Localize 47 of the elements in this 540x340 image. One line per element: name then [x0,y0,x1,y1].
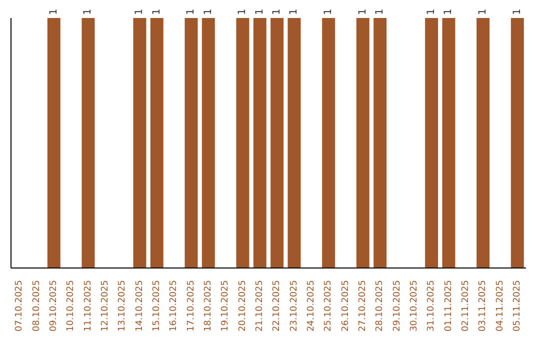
data-label: 1 [48,8,60,15]
x-tick-label: 01.11.2025 [444,280,454,332]
data-label: 1 [374,8,386,15]
x-tick-label: 09.10.2025 [48,280,59,332]
x-tick-label: 17.10.2025 [186,280,196,332]
x-tick-label: 19.10.2025 [220,280,231,332]
data-label: 1 [272,8,283,15]
data-label: 1 [82,8,94,15]
x-tick-label: 20.10.2025 [238,280,248,332]
x-tick-label: 22.10.2025 [272,280,282,332]
x-tick-label: 12.10.2025 [100,280,110,332]
x-tick-label: 26.10.2025 [340,280,351,332]
x-tick-label: 03.11.2025 [478,280,488,332]
data-label: 1 [237,8,248,15]
x-tick-label: 31.10.2025 [426,280,437,332]
x-tick-label: 24.10.2025 [306,280,316,332]
data-label: 1 [443,8,454,15]
x-tick-label: 30.10.2025 [409,280,420,332]
x-tick-label: 29.10.2025 [392,280,402,332]
data-label: 1 [512,8,523,15]
data-label: 1 [323,8,334,15]
x-tick-label: 15.10.2025 [152,280,162,332]
data-label: 1 [254,8,266,15]
x-tick-label: 08.10.2025 [32,280,42,332]
x-tick-label: 21.10.2025 [254,280,265,332]
x-tick-label: 04.11.2025 [495,280,506,332]
x-tick-label: 18.10.2025 [203,280,214,332]
x-tick-label: 28.10.2025 [375,280,386,332]
data-label: 1 [202,8,214,15]
x-tick-label: 11.10.2025 [83,280,94,332]
data-label: 1 [151,8,162,15]
data-label: 1 [357,8,368,15]
data-label: 1 [186,8,197,15]
data-label: 1 [134,8,146,15]
x-tick-label: 05.11.2025 [512,280,522,332]
x-tick-label: 23.10.2025 [289,280,300,332]
x-tick-label: 02.11.2025 [460,280,471,332]
x-tick-label: 25.10.2025 [324,280,334,332]
data-label: 1 [478,8,489,15]
x-tick-label: 16.10.2025 [169,280,180,332]
x-tick-label: 27.10.2025 [358,280,368,332]
data-label: 1 [426,8,438,15]
x-tick-label: 10.10.2025 [66,280,76,332]
x-tick-label: 07.10.2025 [14,280,25,332]
x-tick-label: 14.10.2025 [134,280,145,332]
data-label: 1 [288,8,300,15]
x-tick-label: 13.10.2025 [118,280,128,332]
